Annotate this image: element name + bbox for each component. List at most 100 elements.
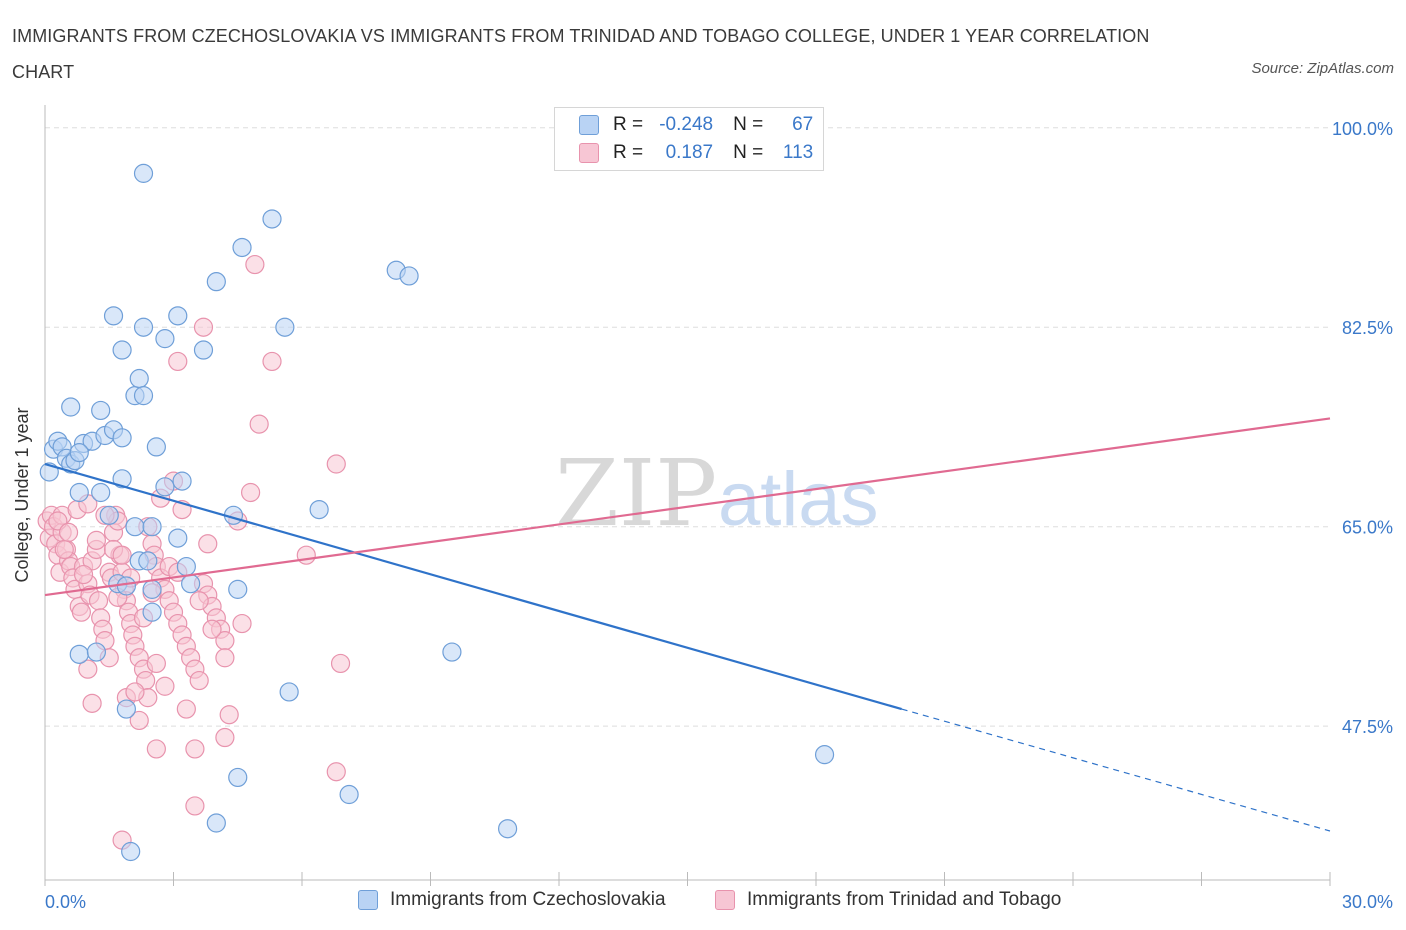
point-trinidad [215, 727, 235, 748]
point-czechoslovakia [168, 306, 188, 326]
x-tick-label-max: 30.0% [1342, 892, 1393, 912]
point-czechoslovakia [129, 368, 149, 389]
point-czechoslovakia [814, 745, 835, 765]
point-czechoslovakia [112, 428, 132, 448]
point-czechoslovakia [279, 682, 299, 702]
y-tick-label: 47.5% [1342, 717, 1393, 737]
point-czechoslovakia [442, 642, 462, 662]
trendline-czechoslovakia-extension [901, 708, 1331, 832]
legend-row-czechoslovakia: R = -0.248 N = 67 [579, 112, 813, 138]
point-czechoslovakia [146, 437, 166, 457]
point-czechoslovakia [133, 317, 154, 337]
point-czechoslovakia [168, 528, 188, 548]
series-swatch-blue [358, 890, 378, 910]
series-label: Immigrants from Trinidad and Tobago [747, 889, 1062, 910]
point-czechoslovakia [228, 767, 248, 788]
point-czechoslovakia [206, 813, 226, 833]
point-trinidad [189, 591, 209, 611]
point-czechoslovakia [138, 551, 158, 571]
point-trinidad [193, 317, 214, 337]
point-czechoslovakia [69, 644, 89, 664]
point-czechoslovakia [142, 579, 162, 599]
point-trinidad [326, 454, 346, 474]
point-czechoslovakia [91, 482, 111, 503]
point-trinidad [155, 676, 175, 696]
point-czechoslovakia [142, 602, 162, 622]
series-legend: Immigrants from Czechoslovakia Immigrant… [0, 889, 1406, 915]
point-trinidad [82, 693, 102, 713]
point-czechoslovakia [99, 505, 119, 525]
point-trinidad [262, 351, 282, 372]
point-trinidad [54, 539, 74, 560]
point-trinidad [330, 653, 351, 674]
legend-r-label: R = [613, 142, 644, 163]
watermark-zip: ZIP [555, 440, 717, 547]
point-czechoslovakia [116, 699, 136, 719]
chart-title: IMMIGRANTS FROM CZECHOSLOVAKIA VS IMMIGR… [12, 26, 1150, 82]
point-czechoslovakia [133, 386, 154, 406]
point-trinidad [129, 710, 149, 731]
series-swatch-pink [715, 890, 735, 910]
point-czechoslovakia [498, 819, 518, 839]
point-trinidad [189, 670, 209, 691]
point-czechoslovakia [69, 482, 89, 503]
legend-n-label: N = [733, 114, 764, 135]
legend-r-label: R = [613, 114, 644, 135]
point-trinidad [185, 796, 205, 816]
y-axis-label: College, Under 1 year [12, 407, 32, 583]
point-czechoslovakia [155, 329, 175, 349]
point-trinidad [71, 602, 92, 622]
point-trinidad [73, 564, 94, 585]
point-trinidad [176, 699, 196, 719]
legend-n-value: 113 [782, 142, 814, 163]
point-czechoslovakia [69, 443, 89, 463]
legend-n-label: N = [733, 142, 764, 163]
series-label: Immigrants from Czechoslovakia [390, 889, 666, 910]
legend-swatch-blue [579, 115, 599, 135]
point-trinidad [146, 739, 166, 759]
point-czechoslovakia [155, 477, 175, 497]
point-czechoslovakia [228, 579, 248, 599]
y-tick-label: 65.0% [1342, 518, 1393, 538]
point-trinidad [219, 705, 239, 725]
point-trinidad [86, 530, 107, 550]
point-trinidad [198, 534, 218, 554]
trendline-trinidad [44, 417, 1331, 597]
legend-r-value: -0.248 [659, 114, 714, 135]
point-czechoslovakia [339, 784, 359, 805]
point-trinidad [245, 254, 265, 275]
point-czechoslovakia [86, 642, 107, 662]
point-trinidad [146, 653, 166, 674]
trendline-czechoslovakia [44, 462, 902, 711]
y-tick-label: 100.0% [1332, 119, 1393, 139]
point-czechoslovakia [206, 272, 226, 292]
point-czechoslovakia [399, 266, 419, 286]
x-tick-label-min: 0.0% [45, 892, 86, 912]
point-trinidad [168, 351, 188, 372]
point-czechoslovakia [193, 340, 214, 360]
point-czechoslovakia [142, 517, 162, 537]
point-czechoslovakia [309, 499, 329, 520]
point-czechoslovakia [121, 841, 141, 862]
point-czechoslovakia [262, 209, 282, 229]
point-trinidad [112, 545, 132, 565]
point-trinidad [185, 739, 205, 759]
point-czechoslovakia [61, 397, 81, 417]
series-legend-trinidad: Immigrants from Trinidad and Tobago [715, 889, 1061, 911]
legend-row-trinidad: R = 0.187 N = 113 [579, 140, 813, 166]
point-trinidad [78, 659, 98, 679]
point-czechoslovakia [91, 400, 111, 421]
point-czechoslovakia [232, 237, 252, 258]
point-czechoslovakia [176, 556, 196, 577]
legend-r-value: 0.187 [665, 142, 714, 163]
legend-swatch-pink [579, 143, 599, 163]
point-trinidad [215, 648, 235, 668]
point-trinidad [232, 613, 252, 634]
correlation-legend: R = -0.248 N = 67 R = 0.187 N = 113 [554, 107, 824, 171]
point-trinidad [326, 762, 346, 782]
point-czechoslovakia [112, 340, 132, 360]
point-trinidad [58, 522, 79, 542]
point-czechoslovakia [133, 163, 154, 183]
point-czechoslovakia [181, 574, 201, 594]
point-czechoslovakia [103, 306, 124, 326]
